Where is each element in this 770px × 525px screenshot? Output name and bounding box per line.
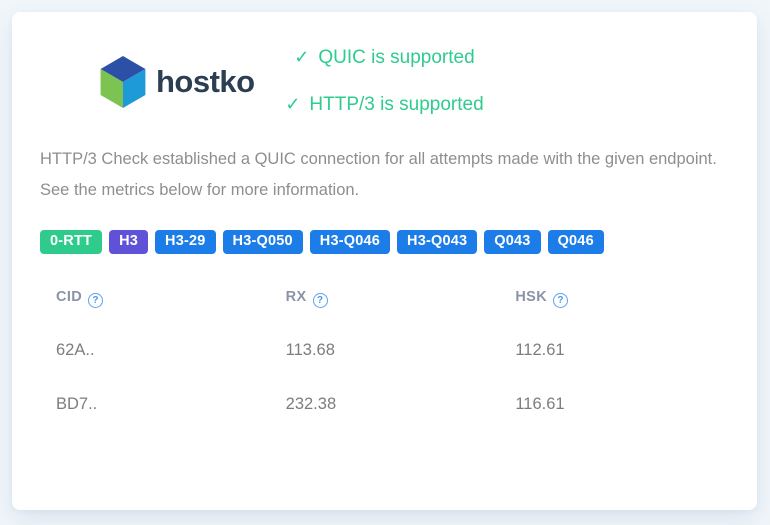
status-label-http3: HTTP/3 is supported [309,94,484,115]
table-row: BD7.. 232.38 116.61 [40,378,729,432]
status-checks: ✓ QUIC is supported ✓ HTTP/3 is supported [12,12,757,116]
check-icon: ✓ [285,94,301,114]
badge-0rtt[interactable]: 0-RTT [40,230,103,254]
badge-h3-q050[interactable]: H3-Q050 [222,230,303,254]
status-line-quic: ✓ QUIC is supported [12,47,757,69]
badge-q043[interactable]: Q043 [484,230,541,254]
column-header-rx: RX? [270,276,500,324]
column-label: RX [285,288,307,305]
status-line-http3: ✓ HTTP/3 is supported [12,94,757,116]
status-label-quic: QUIC is supported [318,47,475,68]
badge-h3[interactable]: H3 [109,230,149,254]
cube-logo-icon [100,56,146,108]
cell-hsk: 116.61 [515,394,565,413]
metrics-table: CID? RX? HSK? 62A.. 113.68 112.61 BD7.. … [40,276,729,432]
cell-hsk: 112.61 [515,340,565,359]
cube-top-face [100,56,146,82]
metrics-header-row: CID? RX? HSK? [40,276,729,324]
hostko-logo: hostko [100,56,255,108]
cell-cid: 62A.. [56,340,95,359]
description-text: HTTP/3 Check established a QUIC connecti… [40,150,717,199]
badge-h3-29[interactable]: H3-29 [155,230,216,254]
badge-q046[interactable]: Q046 [547,230,604,254]
table-row: 62A.. 113.68 112.61 [40,324,729,378]
help-icon[interactable]: ? [553,292,569,308]
logo-wordmark: hostko [156,64,255,99]
check-icon: ✓ [294,47,310,67]
column-label: HSK [515,288,548,305]
badge-h3-q046[interactable]: H3-Q046 [309,230,391,254]
cube-right-face [123,69,146,108]
card-header: hostko ✓ QUIC is supported ✓ HTTP/3 is sup… [12,12,757,142]
column-header-hsk: HSK? [499,276,729,324]
column-header-cid: CID? [40,276,270,324]
result-card: hostko ✓ QUIC is supported ✓ HTTP/3 is sup… [12,12,757,510]
help-icon[interactable]: ? [88,292,104,308]
help-icon[interactable]: ? [312,292,328,308]
protocol-badges: 0-RTT H3 H3-29 H3-Q050 H3-Q046 H3-Q043 Q… [40,230,729,254]
cell-cid: BD7.. [56,394,98,413]
column-label: CID [56,288,83,305]
cell-rx: 113.68 [285,340,335,359]
badge-h3-q043[interactable]: H3-Q043 [397,230,478,254]
cell-rx: 232.38 [285,394,337,413]
